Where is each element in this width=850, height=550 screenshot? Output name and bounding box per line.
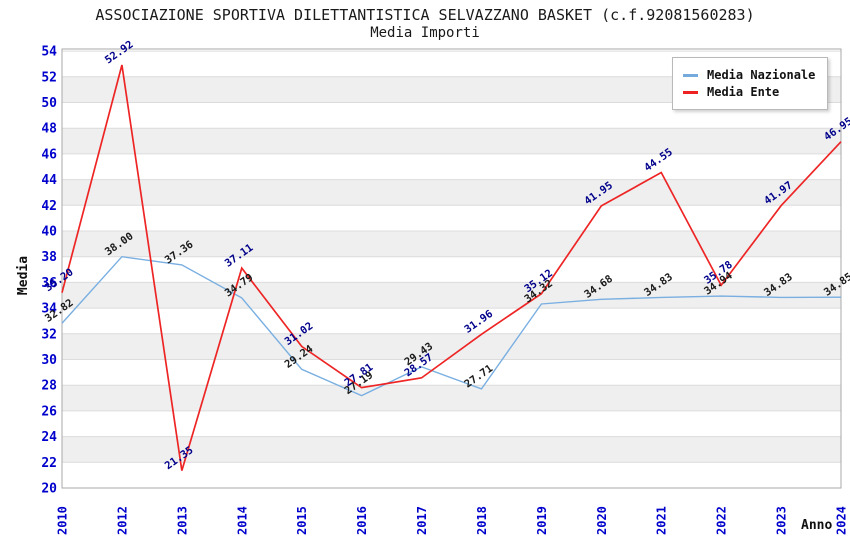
y-tick-label: 20 xyxy=(41,482,57,497)
series-line-media-nazionale xyxy=(61,255,842,397)
x-tick-label: 2013 xyxy=(175,506,189,535)
x-tick-label: 2024 xyxy=(835,506,849,535)
point-label: 31.96 xyxy=(462,308,495,336)
y-tick-label: 24 xyxy=(41,430,57,445)
x-tick-label: 2012 xyxy=(115,506,129,535)
plot-band xyxy=(62,436,841,463)
y-tick-label: 44 xyxy=(41,173,57,188)
y-tick-label: 22 xyxy=(41,456,57,471)
x-tick-label: 2019 xyxy=(535,506,549,535)
x-tick-label: 2016 xyxy=(355,506,369,535)
x-tick-label: 2018 xyxy=(475,506,489,535)
y-tick-label: 38 xyxy=(41,250,57,265)
y-tick-label: 42 xyxy=(41,199,57,214)
y-tick-label: 50 xyxy=(41,96,57,111)
x-tick-label: 2010 xyxy=(56,506,70,535)
y-tick-label: 30 xyxy=(41,353,57,368)
chart-title: ASSOCIAZIONE SPORTIVA DILETTANTISTICA SE… xyxy=(95,6,755,24)
y-tick-label: 40 xyxy=(41,225,57,240)
plot-band xyxy=(62,231,841,257)
legend-item-media-ente: Media Ente xyxy=(683,85,815,99)
x-tick-label: 2022 xyxy=(715,506,729,535)
x-tick-label: 2023 xyxy=(775,506,789,535)
x-tick-label: 2021 xyxy=(655,506,669,535)
legend-label-ente: Media Ente xyxy=(707,85,780,99)
y-tick-label: 26 xyxy=(41,404,57,419)
y-axis-title: Media xyxy=(16,255,32,296)
series-line-media-ente xyxy=(61,64,842,471)
legend: Media Nazionale Media Ente xyxy=(672,57,829,110)
x-axis-title: Anno xyxy=(801,518,833,533)
y-tick-label: 32 xyxy=(41,327,57,342)
chart-subtitle: Media Importi xyxy=(370,25,480,41)
y-tick-label: 46 xyxy=(41,147,57,162)
x-tick-label: 2017 xyxy=(415,506,429,535)
y-tick-label: 48 xyxy=(41,122,57,137)
y-tick-label: 36 xyxy=(41,276,57,291)
y-tick-label: 52 xyxy=(41,70,57,85)
legend-swatch-nazionale-icon xyxy=(683,73,698,77)
y-tick-label: 28 xyxy=(41,379,57,394)
legend-label-nazionale: Media Nazionale xyxy=(707,68,816,82)
x-tick-label: 2020 xyxy=(595,506,609,535)
point-label: 52.92 xyxy=(103,39,136,67)
legend-item-media-nazionale: Media Nazionale xyxy=(683,68,815,82)
plot-band xyxy=(62,385,841,411)
plot-band xyxy=(62,282,841,309)
y-tick-label: 34 xyxy=(41,302,57,317)
plot-band xyxy=(62,179,841,206)
y-tick-label: 54 xyxy=(41,45,57,60)
plot-band xyxy=(62,128,841,154)
plot-border xyxy=(61,48,842,489)
legend-swatch-ente-icon xyxy=(683,90,698,94)
x-tick-label: 2014 xyxy=(235,506,249,535)
x-tick-label: 2015 xyxy=(295,506,309,535)
